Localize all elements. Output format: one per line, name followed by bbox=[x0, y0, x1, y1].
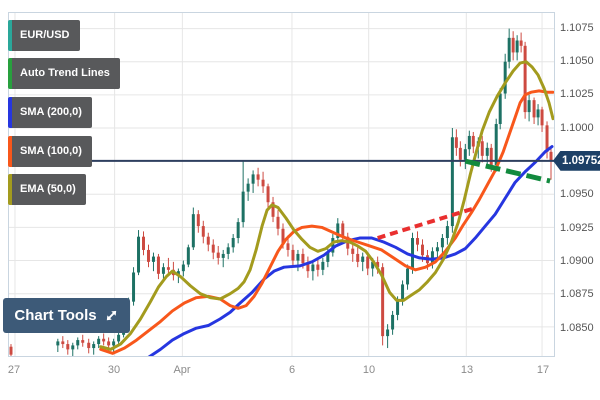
date-axis-label: Apr bbox=[173, 364, 191, 376]
date-axis-label: 17 bbox=[536, 364, 550, 376]
legend-item-ema-50[interactable]: EMA (50,0) bbox=[8, 174, 86, 205]
price-axis-label: 1.1025 bbox=[560, 88, 594, 101]
date-axis-label: 30 bbox=[107, 364, 121, 376]
chart-tools-button[interactable]: Chart Tools bbox=[3, 298, 130, 333]
price-axis-label: 1.1075 bbox=[560, 21, 594, 34]
auto-trend-up bbox=[377, 206, 473, 240]
price-axis-label: 1.0875 bbox=[560, 288, 594, 301]
price-axis-label: 1.0950 bbox=[560, 188, 594, 201]
chart-tools-label: Chart Tools bbox=[14, 307, 97, 324]
legend-item-symbol[interactable]: EUR/USD bbox=[8, 20, 80, 51]
price-axis-label: 1.1000 bbox=[560, 121, 594, 134]
price-axis-label: 1.0925 bbox=[560, 221, 594, 234]
legend-item-auto-trend-lines[interactable]: Auto Trend Lines bbox=[8, 58, 120, 89]
date-axis-label: 6 bbox=[288, 364, 296, 376]
date-axis-label: 27 bbox=[7, 364, 21, 376]
expand-arrows-icon bbox=[104, 308, 119, 323]
price-axis-label: 1.1050 bbox=[560, 55, 594, 67]
current-price-tag: 1.09752 bbox=[553, 150, 600, 171]
date-axis-label: 10 bbox=[362, 364, 376, 376]
candles-layer bbox=[9, 28, 553, 356]
price-axis-label: 1.0900 bbox=[560, 255, 594, 267]
date-axis-label: 13 bbox=[460, 364, 474, 376]
legend-item-sma-100[interactable]: SMA (100,0) bbox=[8, 136, 92, 167]
ma-line-2 bbox=[99, 60, 554, 351]
auto-trend-down bbox=[464, 158, 551, 184]
ma-line-1 bbox=[99, 89, 554, 355]
ma-line-0 bbox=[147, 145, 554, 356]
price-axis-label: 1.0850 bbox=[560, 321, 594, 334]
legend-item-sma-200[interactable]: SMA (200,0) bbox=[8, 97, 92, 128]
